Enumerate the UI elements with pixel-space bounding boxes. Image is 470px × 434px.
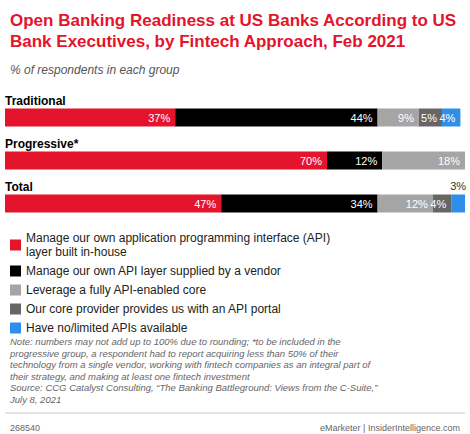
svg-text:Manage our own API layer suppl: Manage our own API layer supplied by a v… xyxy=(26,264,281,278)
svg-text:Leverage a fully API-enabled c: Leverage a fully API-enabled core xyxy=(26,283,206,297)
svg-text:5%: 5% xyxy=(421,112,437,124)
svg-text:Bank Executives, by Fintech Ap: Bank Executives, by Fintech Approach, Fe… xyxy=(10,32,405,51)
svg-text:their strategy, and making at: their strategy, and making at least one … xyxy=(10,371,250,382)
svg-text:Traditional: Traditional xyxy=(5,94,66,108)
svg-text:progressive group, a responden: progressive group, a respondent had to r… xyxy=(9,348,341,359)
svg-text:Have no/limited APIs available: Have no/limited APIs available xyxy=(26,321,188,335)
svg-text:34%: 34% xyxy=(351,198,373,210)
svg-text:Note: numbers may not add up t: Note: numbers may not add up to 100% due… xyxy=(10,336,343,347)
svg-text:44%: 44% xyxy=(351,112,373,124)
svg-text:layer built in-house: layer built in-house xyxy=(26,245,127,259)
svg-text:4%: 4% xyxy=(430,198,446,210)
svg-text:37%: 37% xyxy=(148,112,170,124)
svg-text:12%: 12% xyxy=(355,155,377,167)
svg-text:9%: 9% xyxy=(398,112,414,124)
svg-text:Our core provider provides us: Our core provider provides us with an AP… xyxy=(26,302,281,316)
svg-text:70%: 70% xyxy=(300,155,322,167)
svg-text:47%: 47% xyxy=(194,198,216,210)
svg-text:268540: 268540 xyxy=(10,423,40,433)
svg-text:Open Banking Readiness at US B: Open Banking Readiness at US Banks Accor… xyxy=(10,11,461,30)
svg-text:eMarketer | InsiderIntelligenc: eMarketer | InsiderIntelligence.com xyxy=(320,423,460,433)
svg-text:3%: 3% xyxy=(450,180,466,192)
svg-text:Progressive*: Progressive* xyxy=(5,137,79,151)
svg-text:Source: CCG Catalyst Consultin: Source: CCG Catalyst Consulting, “The Ba… xyxy=(10,382,380,393)
svg-text:18%: 18% xyxy=(438,155,460,167)
svg-text:% of respondents in each group: % of respondents in each group xyxy=(10,63,180,77)
svg-text:Manage our own application pro: Manage our own application programming i… xyxy=(26,231,334,245)
svg-text:Total: Total xyxy=(5,180,33,194)
svg-text:July 8, 2021: July 8, 2021 xyxy=(9,394,61,405)
svg-text:4%: 4% xyxy=(439,112,455,124)
svg-text:12%: 12% xyxy=(406,198,428,210)
svg-text:technology from a single vendo: technology from a single vendor, working… xyxy=(10,359,373,370)
